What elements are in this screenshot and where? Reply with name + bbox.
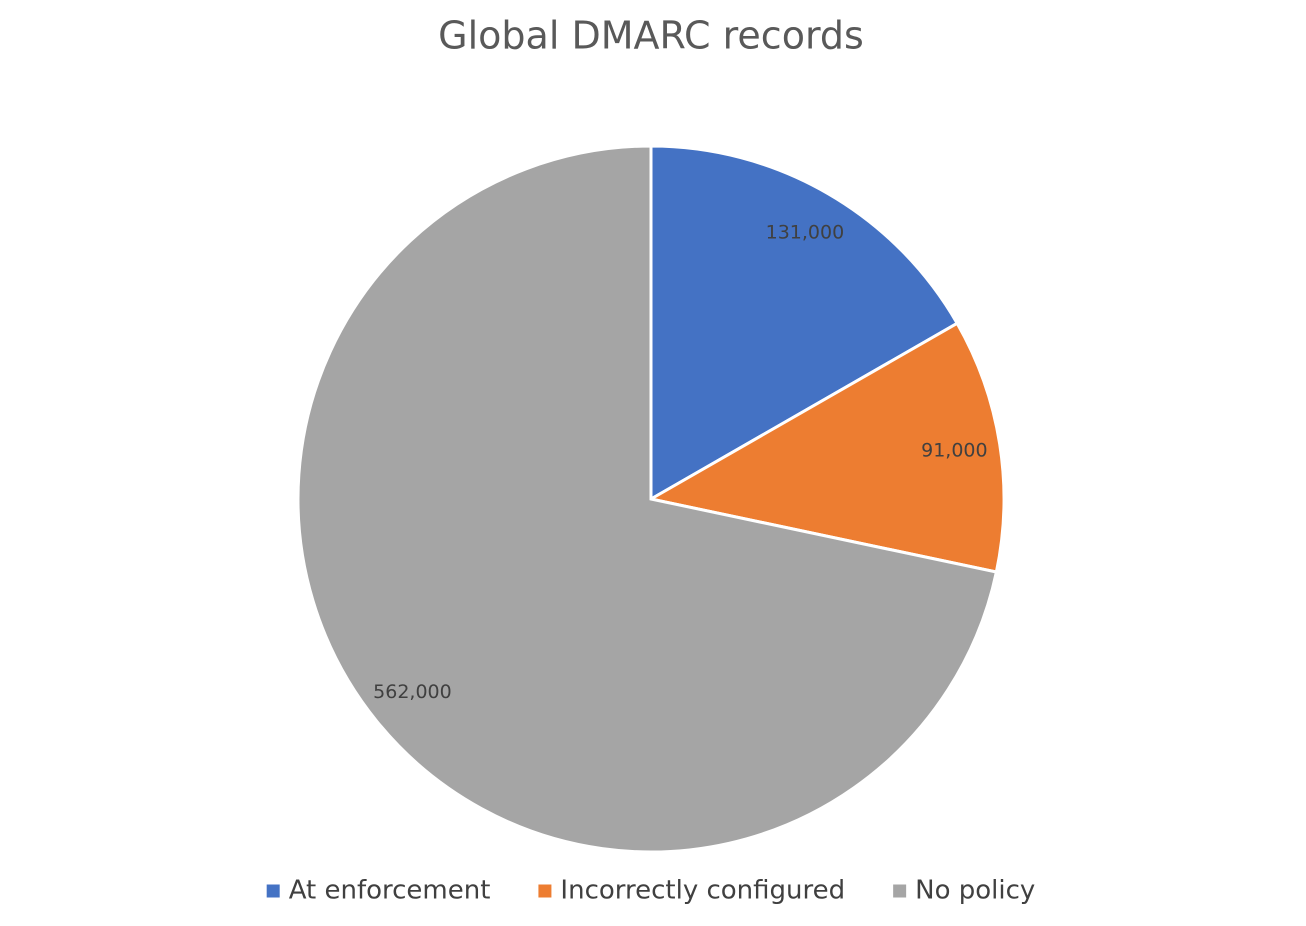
legend-label: No policy <box>915 876 1035 906</box>
pie-slice <box>649 144 960 502</box>
legend-swatch <box>538 884 552 898</box>
pie-slice <box>296 144 999 854</box>
legend-label: Incorrectly configured <box>560 876 845 906</box>
legend-swatch <box>266 884 280 898</box>
data-label: 91,000 <box>921 440 987 462</box>
pie-slice <box>646 321 1006 574</box>
legend-label: At enforcement <box>289 876 491 906</box>
data-label: 562,000 <box>373 681 452 703</box>
chart-title: Global DMARC records <box>438 14 864 58</box>
data-label: 131,000 <box>766 222 845 244</box>
slices <box>296 144 1006 854</box>
legend-swatch <box>893 884 907 898</box>
